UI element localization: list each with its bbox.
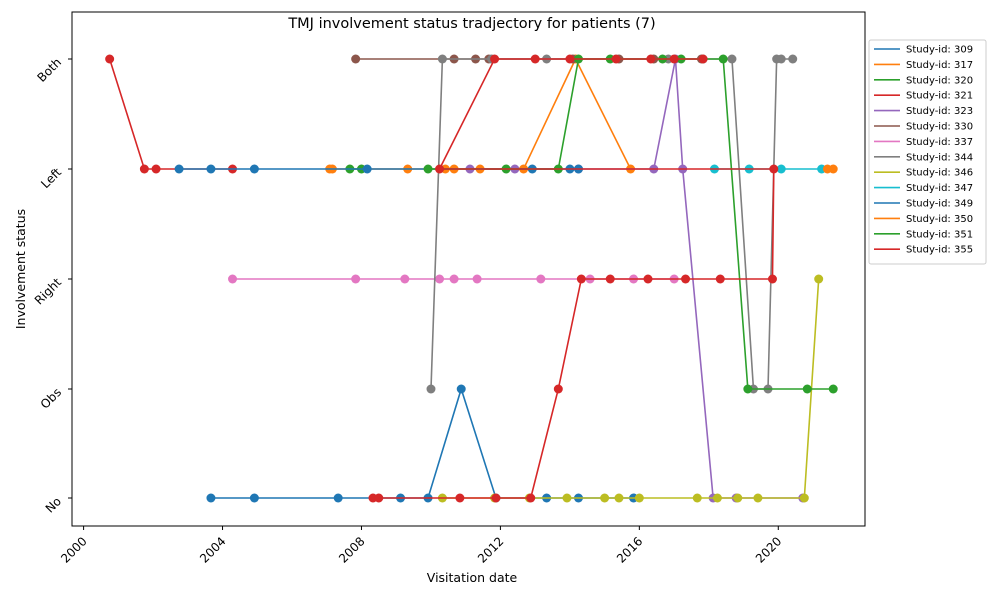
data-point-337-2 xyxy=(400,274,410,284)
legend-label-346: Study-id: 346 xyxy=(906,168,973,179)
data-point-344-6 xyxy=(727,54,737,64)
data-point-321-0 xyxy=(105,54,115,64)
data-point-351-0 xyxy=(423,164,433,174)
legend-label-330: Study-id: 330 xyxy=(906,122,973,133)
data-point-351-10 xyxy=(828,384,838,394)
legend-label-321: Study-id: 321 xyxy=(906,91,973,102)
data-point-355-20 xyxy=(698,54,708,64)
data-point-355-1 xyxy=(374,493,384,503)
data-point-344-11 xyxy=(788,54,798,64)
data-point-355-11 xyxy=(767,274,777,284)
data-point-349-2 xyxy=(249,164,259,174)
x-axis-label: Visitation date xyxy=(427,570,518,585)
data-point-355-14 xyxy=(490,54,500,64)
data-point-355-12 xyxy=(769,164,779,174)
y-axis: No Obs Right Left Both xyxy=(32,55,72,516)
y-tick-label-obs: Obs xyxy=(38,385,64,411)
data-point-355-3 xyxy=(491,493,501,503)
data-point-349-1 xyxy=(206,164,216,174)
x-tick-label-2012: 2012 xyxy=(475,534,506,565)
data-point-351-9 xyxy=(802,384,812,394)
plot-area xyxy=(71,11,866,527)
data-point-347-2 xyxy=(776,164,786,174)
data-point-346-11 xyxy=(799,493,809,503)
series-350 xyxy=(822,164,838,174)
data-point-344-10 xyxy=(776,54,786,64)
data-point-349-0 xyxy=(174,164,184,174)
chart-title: TMJ involvement status tradjectory for p… xyxy=(287,16,655,32)
data-point-321-2 xyxy=(151,164,161,174)
y-tick-label-left: Left xyxy=(38,165,64,191)
data-point-346-7 xyxy=(692,493,702,503)
data-point-355-8 xyxy=(643,274,653,284)
y-tick-label-no: No xyxy=(43,494,64,515)
series-layer xyxy=(105,54,838,503)
y-tick-label-both: Both xyxy=(35,55,65,85)
legend-label-344: Study-id: 344 xyxy=(906,152,973,163)
data-point-355-15 xyxy=(530,54,540,64)
x-tick-label-2020: 2020 xyxy=(753,534,784,565)
data-point-355-16 xyxy=(565,54,575,64)
data-point-355-7 xyxy=(605,274,615,284)
x-tick-label-2000: 2000 xyxy=(58,534,89,565)
data-point-337-3 xyxy=(435,274,445,284)
legend-label-355: Study-id: 355 xyxy=(906,245,973,256)
data-point-355-18 xyxy=(646,54,656,64)
x-axis: 2000 2004 2008 2012 2016 2020 xyxy=(58,526,784,566)
y-axis-label: Involvement status xyxy=(13,209,28,329)
data-point-346-12 xyxy=(814,274,824,284)
legend-label-309: Study-id: 309 xyxy=(906,45,973,56)
data-point-330-0 xyxy=(351,54,361,64)
data-point-309-1 xyxy=(249,493,259,503)
data-point-337-1 xyxy=(351,274,361,284)
data-point-355-2 xyxy=(455,493,465,503)
data-point-337-4 xyxy=(449,274,459,284)
data-point-309-0 xyxy=(206,493,216,503)
data-point-346-4 xyxy=(600,493,610,503)
data-point-346-9 xyxy=(733,493,743,503)
legend-label-349: Study-id: 349 xyxy=(906,199,973,210)
legend-label-351: Study-id: 351 xyxy=(906,229,973,240)
data-point-351-7 xyxy=(718,54,728,64)
data-point-355-13 xyxy=(435,164,445,174)
data-point-337-5 xyxy=(472,274,482,284)
data-point-344-1 xyxy=(437,54,447,64)
legend-label-317: Study-id: 317 xyxy=(906,60,973,71)
data-point-346-6 xyxy=(634,493,644,503)
data-point-355-9 xyxy=(681,274,691,284)
legend-label-337: Study-id: 337 xyxy=(906,137,973,148)
data-point-344-0 xyxy=(426,384,436,394)
data-point-355-17 xyxy=(611,54,621,64)
data-point-355-10 xyxy=(715,274,725,284)
x-tick-label-2004: 2004 xyxy=(197,534,228,565)
x-tick-label-2008: 2008 xyxy=(336,534,367,565)
data-point-346-10 xyxy=(753,493,763,503)
data-point-349-3 xyxy=(362,164,372,174)
legend-frame xyxy=(868,39,987,265)
data-point-337-6 xyxy=(536,274,546,284)
data-point-350-1 xyxy=(828,164,838,174)
data-point-309-5 xyxy=(456,384,466,394)
data-point-321-1 xyxy=(139,164,149,174)
data-point-346-3 xyxy=(562,493,572,503)
legend: Study-id: 309 Study-id: 317 Study-id: 320 S… xyxy=(868,39,987,265)
data-point-355-4 xyxy=(526,493,536,503)
plot-frame xyxy=(71,11,866,527)
data-point-346-8 xyxy=(712,493,722,503)
data-point-355-5 xyxy=(553,384,563,394)
series-355 xyxy=(368,54,779,503)
data-point-355-19 xyxy=(669,54,679,64)
legend-label-320: Study-id: 320 xyxy=(906,75,973,86)
legend-label-350: Study-id: 350 xyxy=(906,214,973,225)
data-point-337-0 xyxy=(228,274,238,284)
x-tick-label-2016: 2016 xyxy=(614,534,645,565)
data-point-351-8 xyxy=(743,384,753,394)
data-point-309-2 xyxy=(333,493,343,503)
y-tick-label-right: Right xyxy=(32,275,64,307)
data-point-355-6 xyxy=(576,274,586,284)
legend-label-347: Study-id: 347 xyxy=(906,183,973,194)
legend-label-323: Study-id: 323 xyxy=(906,106,973,117)
data-point-346-5 xyxy=(614,493,624,503)
